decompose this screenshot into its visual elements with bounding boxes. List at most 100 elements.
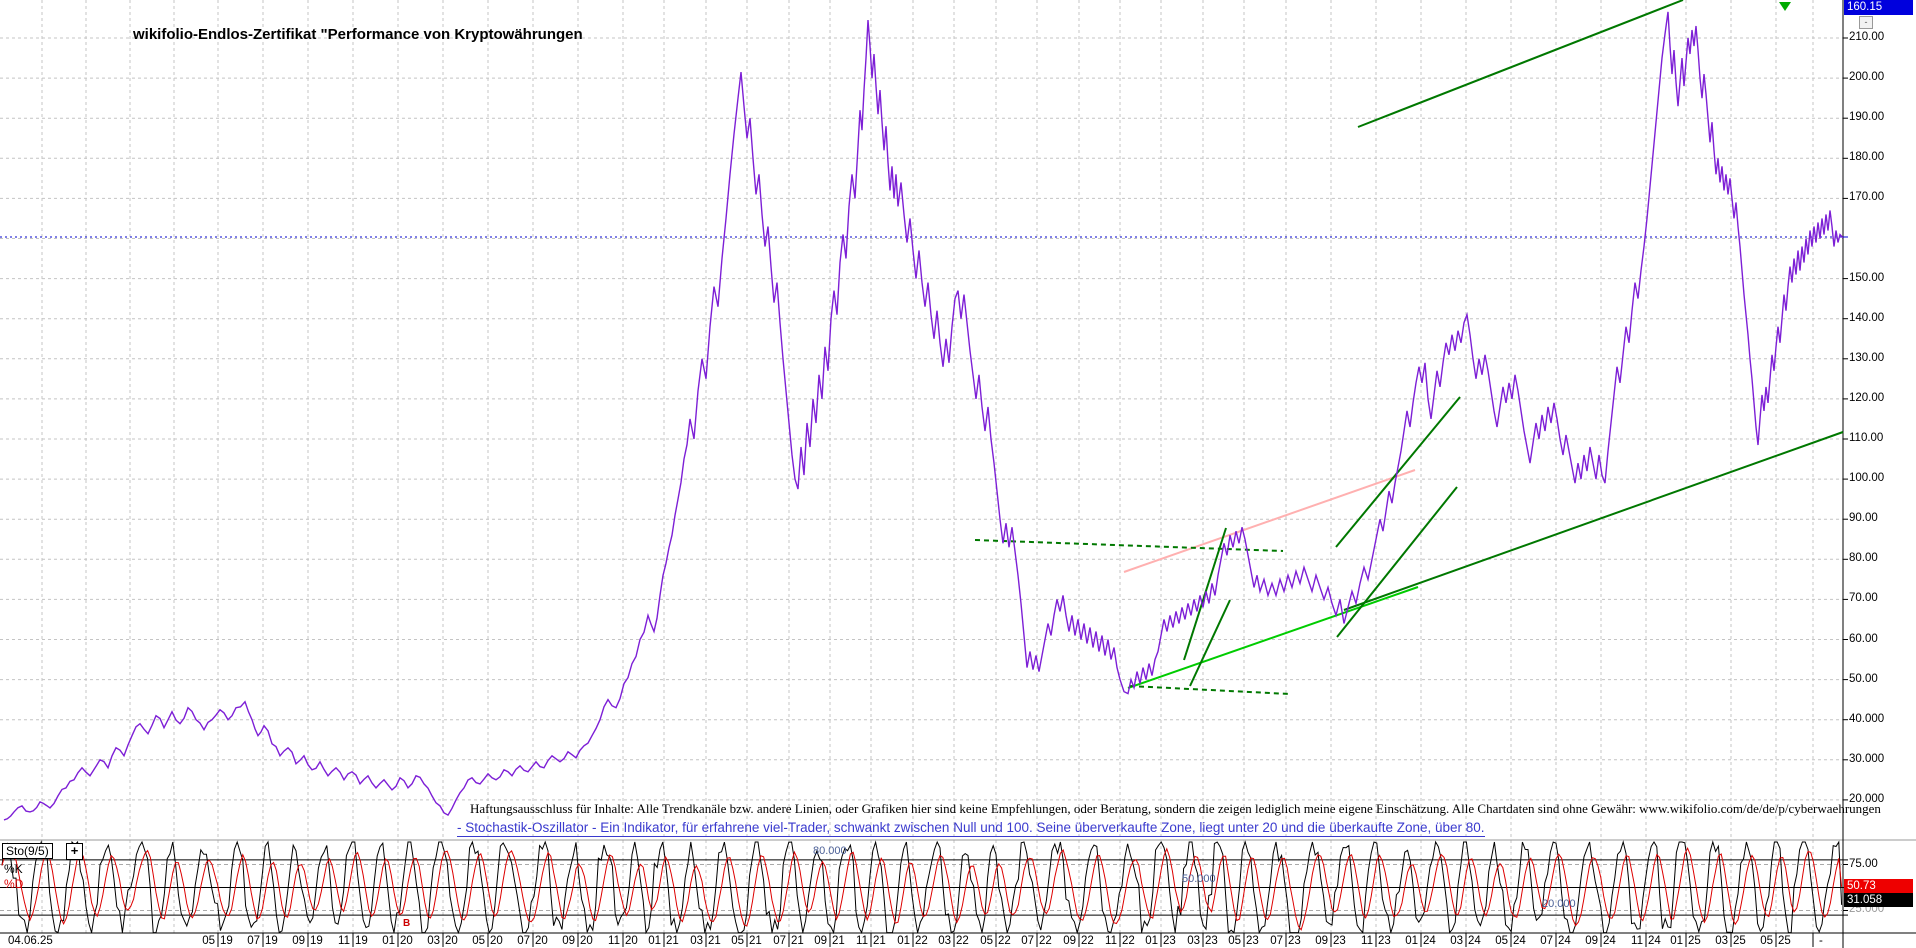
osc-level-50-label: 50.000	[1182, 873, 1216, 885]
osc-level-20-label: 20.000	[1542, 898, 1576, 910]
x-axis-label: 21	[832, 935, 845, 947]
x-axis-label: 23	[1205, 935, 1218, 947]
x-axis-label: 03	[938, 935, 951, 947]
x-axis-label: 01	[1670, 935, 1683, 947]
x-axis-label: 20	[400, 935, 413, 947]
resistance-dashed	[974, 539, 1284, 552]
x-axis-label: 11	[338, 935, 350, 947]
y-axis-label: 180.00	[1849, 151, 1885, 164]
x-axis-label: 05	[472, 935, 485, 947]
collapse-axis-button[interactable]: -	[1859, 16, 1873, 29]
chart-title: wikifolio-Endlos-Zertifikat "Performance…	[133, 26, 583, 43]
x-axis-label: 09	[1315, 935, 1328, 947]
y-axis-label: 20.000	[1849, 792, 1885, 805]
x-axis-label: 01	[382, 935, 395, 947]
y-axis-label: 70.00	[1849, 592, 1878, 605]
y-axis-label: 120.00	[1849, 391, 1885, 404]
x-axis-label: 19	[265, 935, 278, 947]
x-axis-label: 01	[1405, 935, 1418, 947]
percent-d-legend: %D	[4, 877, 24, 891]
x-axis-label: 24	[1423, 935, 1436, 947]
rising-support	[1127, 586, 1419, 689]
x-axis-label: 25	[1688, 935, 1701, 947]
osc-level-80-label: 80.000	[813, 845, 847, 857]
x-axis-label: 24	[1648, 935, 1661, 947]
x-axis-label: 07	[773, 935, 786, 947]
y-axis-label: 130.00	[1849, 351, 1885, 364]
stochastic-d-line	[1, 846, 1843, 931]
x-axis-label: 25	[1778, 935, 1791, 947]
y-axis-label: 90.00	[1849, 512, 1878, 525]
x-axis-label: 07	[1540, 935, 1553, 947]
x-axis-label: 23	[1333, 935, 1346, 947]
y-axis-label: 200.00	[1849, 71, 1885, 84]
price-line	[3, 11, 1844, 821]
x-axis-label: 24	[1513, 935, 1526, 947]
current-price-label: 160.15	[1844, 0, 1913, 15]
steep-channel-lower	[1336, 486, 1458, 638]
x-axis-label: 23	[1163, 935, 1176, 947]
x-axis-label: 19	[310, 935, 323, 947]
x-axis-label: 09	[1063, 935, 1076, 947]
osc-axis-75-label: 75.00	[1849, 858, 1878, 870]
x-axis-label: 21	[791, 935, 804, 947]
x-axis-label: 07	[1270, 935, 1283, 947]
x-axis-label: 19	[355, 935, 368, 947]
upper-trend-line	[1357, 0, 1684, 128]
y-axis-label: 170.00	[1849, 191, 1885, 204]
y-axis-label: 150.00	[1849, 271, 1885, 284]
buy-signal-marker: B	[403, 918, 411, 929]
x-axis-label: 20	[580, 935, 593, 947]
x-axis-label: 11	[1105, 935, 1117, 947]
pink-trend	[1123, 469, 1416, 573]
x-axis-label: 03	[1450, 935, 1463, 947]
y-axis-label: 60.00	[1849, 632, 1878, 645]
x-axis-label: 09	[814, 935, 827, 947]
support-dashed	[1129, 685, 1291, 695]
steep-channel-upper	[1335, 396, 1461, 548]
small-channel-left-b	[1189, 599, 1231, 687]
x-axis-label: 01	[648, 935, 661, 947]
x-axis-label: 11	[856, 935, 868, 947]
x-axis-label: 22	[915, 935, 928, 947]
x-axis-label: 22	[1039, 935, 1052, 947]
x-axis-label: 03	[427, 935, 440, 947]
x-axis-label: 11	[608, 935, 620, 947]
x-axis-label: 20	[625, 935, 638, 947]
x-axis-label: 22	[956, 935, 969, 947]
x-axis-label: 09	[292, 935, 305, 947]
x-axis-label: 03	[1187, 935, 1200, 947]
x-axis-label: 09	[562, 935, 575, 947]
stochastic-k-line	[1, 840, 1843, 935]
x-axis-label: 01	[897, 935, 910, 947]
y-axis-label: 190.00	[1849, 111, 1885, 124]
x-axis-label: 23	[1288, 935, 1301, 947]
x-axis-label: 03	[1715, 935, 1728, 947]
x-axis-label: 22	[998, 935, 1011, 947]
x-axis-label: 05	[1760, 935, 1773, 947]
stochastic-note-text: - Stochastik-Oszillator - Ein Indikator,…	[457, 820, 1485, 837]
osc-d-value-tag: 50.73	[1844, 879, 1913, 893]
percent-k-legend: %K	[4, 862, 23, 876]
x-axis-label: 05	[1228, 935, 1241, 947]
x-axis-label: 21	[873, 935, 886, 947]
x-axis-label: -	[1819, 935, 1823, 947]
x-axis-label: 11	[1631, 935, 1643, 947]
oscillator-name-box[interactable]: Sto(9/5)	[2, 843, 53, 859]
disclaimer-text: Haftungsausschluss für Inhalte: Alle Tre…	[470, 801, 1881, 816]
x-axis-label: 22	[1081, 935, 1094, 947]
x-axis-label: 23	[1246, 935, 1259, 947]
x-axis-label: 07	[247, 935, 260, 947]
y-axis-label: 210.00	[1849, 31, 1885, 43]
y-axis-label: 40.000	[1849, 712, 1885, 725]
y-axis-label: 140.00	[1849, 311, 1885, 324]
y-axis-label: 30.000	[1849, 752, 1885, 765]
x-axis-label: 25	[1733, 935, 1746, 947]
x-axis-label: 21	[749, 935, 762, 947]
x-axis-label: 24	[1468, 935, 1481, 947]
add-indicator-button[interactable]: +	[66, 843, 83, 860]
x-axis-label: 20	[490, 935, 503, 947]
x-axis-label: 05	[202, 935, 215, 947]
